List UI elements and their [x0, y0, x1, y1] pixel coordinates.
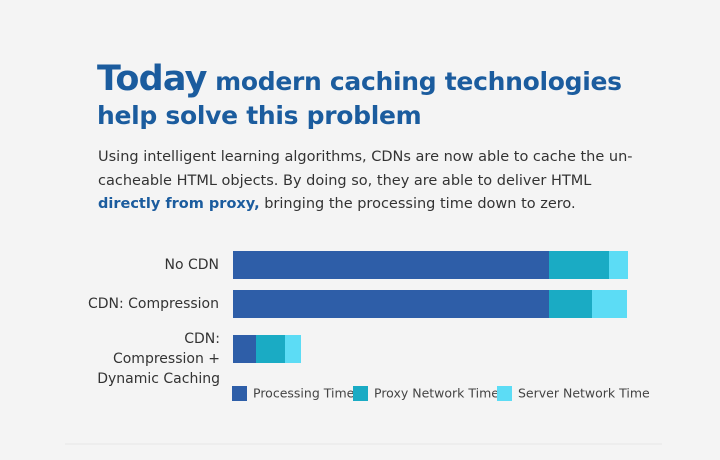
title-text: modern caching technologies help solve t…	[97, 67, 622, 130]
bar-segment	[256, 335, 285, 363]
bar-segment	[592, 290, 627, 318]
legend-swatch	[232, 386, 247, 401]
bar-segment	[233, 290, 549, 318]
description: Using intelligent learning algorithms, C…	[98, 146, 633, 217]
legend-label: Processing Time	[253, 386, 355, 401]
category-label: CDN: Compression	[87, 296, 219, 312]
bar-segment	[609, 251, 628, 279]
legend-swatch	[353, 386, 368, 401]
title: Today modern caching technologies help s…	[97, 62, 657, 133]
bar-segment	[549, 290, 592, 318]
bar-segment	[285, 335, 301, 363]
category-label: No CDN	[164, 257, 219, 273]
legend-label: Proxy Network Time	[374, 386, 499, 401]
bar-segment	[549, 251, 609, 279]
description-text: bringing the processing time down to zer…	[264, 196, 576, 212]
bar-segment	[233, 251, 549, 279]
bar-segment	[233, 335, 256, 363]
category-label: CDN: Compression + Dynamic Caching	[97, 331, 220, 387]
description-highlight: directly from proxy,	[98, 196, 260, 212]
description-text: Using intelligent learning algorithms, C…	[98, 149, 633, 189]
title-lead: Today	[97, 59, 207, 99]
legend-label: Server Network Time	[518, 386, 650, 401]
legend-swatch	[497, 386, 512, 401]
